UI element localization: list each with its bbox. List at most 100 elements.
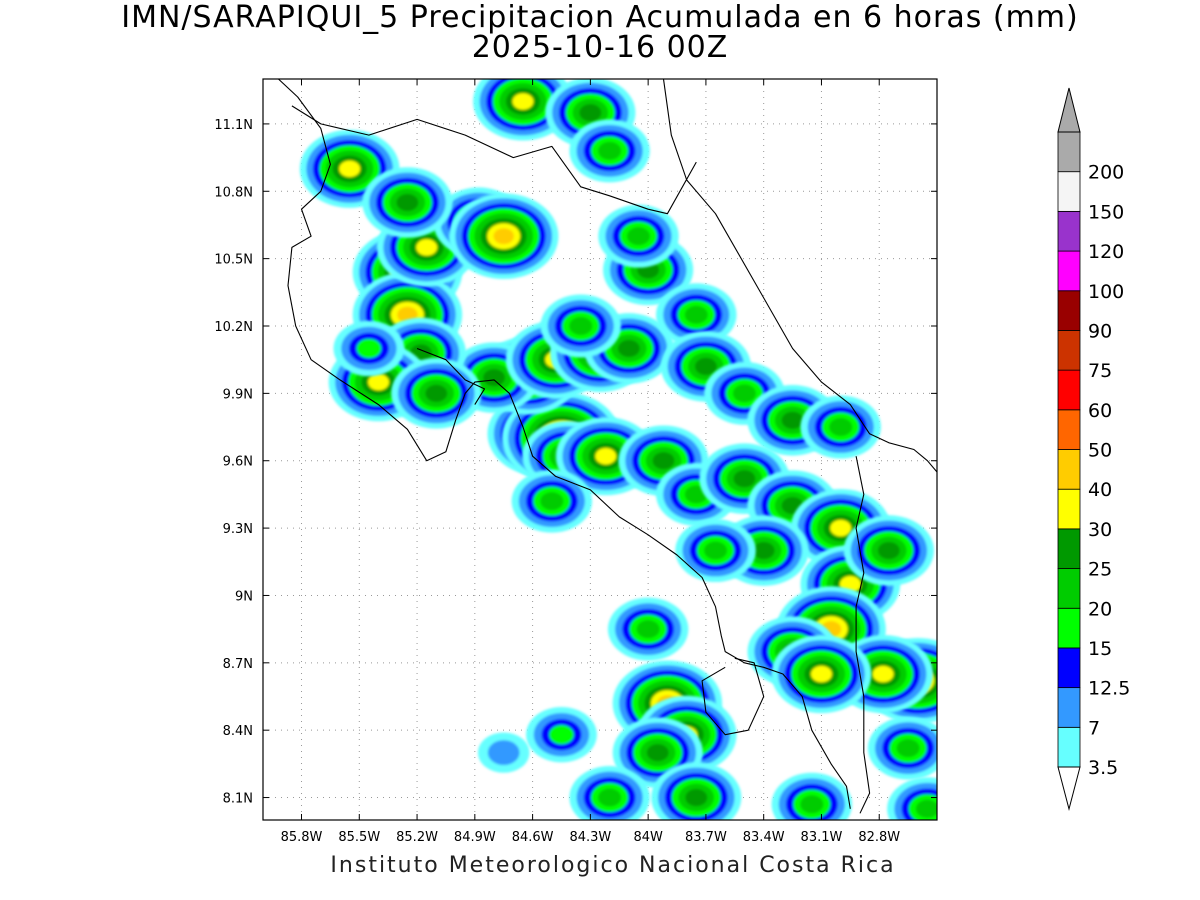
lon-tick-label: 85.5W xyxy=(338,830,380,845)
precip-contour-30 xyxy=(512,93,534,110)
chart-title: IMN/SARAPIQUI_5 Precipitacion Acumulada … xyxy=(121,0,1079,35)
precip-contour-20 xyxy=(540,492,564,511)
colorbar-bin-25 xyxy=(1057,528,1081,569)
colorbar-label: 3.5 xyxy=(1088,757,1118,779)
precip-contour-20 xyxy=(636,620,660,639)
colorbar-bin-30 xyxy=(1057,488,1081,530)
pacific-coastline xyxy=(278,79,851,809)
coastline-and-borders xyxy=(278,79,937,814)
precip-contour-30 xyxy=(595,448,617,465)
nicoya-gulf-coast xyxy=(416,347,486,405)
colorbar-label: 50 xyxy=(1088,440,1112,462)
lat-tick-label: 8.4N xyxy=(223,724,253,739)
lon-tick-label: 84.6W xyxy=(512,830,554,845)
colorbar-bin-20 xyxy=(1057,568,1081,609)
chart-subtitle-datetime: 2025-10-16 00Z xyxy=(471,30,729,65)
lat-tick-label: 9.3N xyxy=(223,522,253,537)
lon-tick-label: 84W xyxy=(633,830,663,845)
precip-contour-25 xyxy=(652,452,675,470)
colorbar-bin-100 xyxy=(1057,250,1081,292)
lat-tick-label: 10.5N xyxy=(214,253,253,268)
precip-cell xyxy=(771,772,853,820)
precip-cell xyxy=(800,395,881,459)
lat-tick-label: 9.9N xyxy=(223,387,253,402)
precip-contour-30 xyxy=(368,373,390,391)
precip-cell xyxy=(607,597,689,661)
precip-contour-25 xyxy=(483,369,506,387)
precip-contour-7 xyxy=(487,740,520,766)
colorbar-label: 20 xyxy=(1088,598,1112,620)
precip-contour-25 xyxy=(425,384,448,402)
precip-contour-25 xyxy=(781,411,804,429)
precip-contour-20 xyxy=(896,739,920,758)
colorbar-label: 120 xyxy=(1088,241,1124,263)
credit-footer: Instituto Meteorologico Nacional Costa R… xyxy=(330,853,896,878)
colorbar-label: 75 xyxy=(1088,360,1112,382)
precip-cell xyxy=(771,634,872,714)
colorbar-bin-120 xyxy=(1057,210,1081,252)
lon-tick-label: 82.8W xyxy=(858,830,900,845)
precip-cell xyxy=(569,766,650,820)
precip-cell xyxy=(526,706,597,763)
osa-peninsula-coast xyxy=(701,657,765,736)
colorbar-label: 12.5 xyxy=(1088,678,1130,700)
precip-cell xyxy=(612,717,703,788)
precip-contour-30 xyxy=(416,239,438,256)
precip-contour-30 xyxy=(830,519,852,537)
colorbar-bin-7 xyxy=(1057,687,1081,728)
precip-contour-25 xyxy=(646,744,669,762)
precip-contour-40 xyxy=(493,228,514,245)
precip-cell xyxy=(540,294,621,358)
precip-contour-25 xyxy=(752,541,775,560)
precip-contour-30 xyxy=(872,665,894,683)
precip-contour-25 xyxy=(685,788,708,807)
colorbar-top-arrow xyxy=(1057,87,1081,133)
precip-contour-20 xyxy=(569,317,593,335)
nicaragua-border xyxy=(291,105,697,215)
lon-tick-label: 85.2W xyxy=(396,830,438,845)
colorbar-bin-12.5 xyxy=(1057,647,1081,689)
colorbar-bin-3.5 xyxy=(1057,726,1081,768)
lon-tick-label: 83.1W xyxy=(801,830,843,845)
precip-cell xyxy=(656,283,737,347)
lat-tick-label: 8.1N xyxy=(223,792,253,807)
lat-tick-label: 9N xyxy=(235,589,253,604)
precip-cell xyxy=(448,193,559,280)
axis-ticks: 85.8W 85.5W 85.2W 84.9W 84.6W 84.3W 84W 83.7W 83… xyxy=(214,79,937,845)
precip-contour-15 xyxy=(356,338,382,359)
colorbar-label: 7 xyxy=(1088,717,1100,739)
precip-contour-25 xyxy=(694,357,717,375)
colorbar-bin-150 xyxy=(1057,171,1081,212)
precip-contour-20 xyxy=(915,799,937,818)
precip-contour-20 xyxy=(704,541,728,560)
lon-tick-label: 84.3W xyxy=(569,830,611,845)
lat-tick-label: 9.6N xyxy=(223,455,253,470)
lat-tick-label: 11.1N xyxy=(214,118,253,133)
precip-contour-15 xyxy=(549,725,574,745)
lon-tick-label: 83.4W xyxy=(743,830,785,845)
precip-contour-25 xyxy=(877,541,900,560)
precipitation-field xyxy=(299,79,937,820)
lon-tick-label: 83.7W xyxy=(685,830,727,845)
precip-cell xyxy=(887,777,937,820)
lat-tick-label: 10.2N xyxy=(214,320,253,335)
colorbar-label: 25 xyxy=(1088,559,1112,581)
colorbar-label: 100 xyxy=(1088,281,1124,303)
precip-cell xyxy=(651,762,742,820)
lat-tick-label: 8.7N xyxy=(223,657,253,672)
colorbar-label: 15 xyxy=(1088,638,1112,660)
colorbar-bottom-arrow xyxy=(1057,766,1081,811)
precip-contour-25 xyxy=(396,193,419,212)
precip-contour-25 xyxy=(617,339,640,358)
colorbar-bin-200 xyxy=(1057,131,1081,173)
colorbar-label: 150 xyxy=(1088,201,1124,223)
precip-cell xyxy=(511,469,593,533)
precip-contour-20 xyxy=(684,305,708,324)
precip-contour-30 xyxy=(339,160,361,178)
colorbar-bin-90 xyxy=(1057,290,1081,331)
precip-cell xyxy=(675,519,756,583)
lat-tick-label: 10.8N xyxy=(214,185,253,200)
lon-tick-label: 84.9W xyxy=(454,830,496,845)
precip-contour-20 xyxy=(598,788,622,807)
